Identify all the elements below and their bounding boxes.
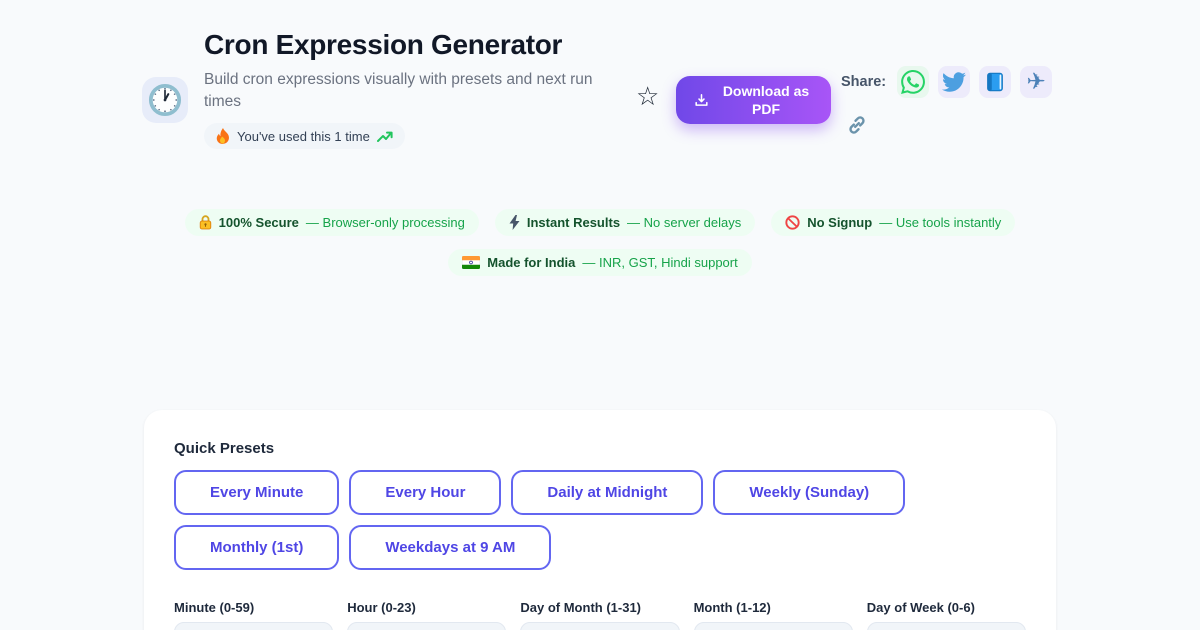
badge-secure-title: 100% Secure [218, 215, 299, 230]
badge-secure: 100% Secure — Browser-only processing [184, 209, 479, 236]
share-label: Share: [841, 74, 887, 90]
hour-input[interactable] [347, 622, 507, 630]
cron-field-day-of-month: Day of Month (1-31) [520, 600, 680, 630]
usage-badge: You've used this 1 time [204, 123, 405, 149]
day-of-month-label: Day of Month (1-31) [520, 600, 642, 615]
month-label: Month (1-12) [693, 600, 771, 615]
page-subtitle: Build cron expressions visually with pre… [204, 71, 593, 110]
quick-presets-heading: Quick Presets [174, 440, 275, 457]
preset-weekdays-9am-button[interactable]: Weekdays at 9 AM [349, 525, 552, 570]
lock-icon [199, 215, 211, 230]
trust-badges-row-1: 100% Secure — Browser-only processing In… [184, 209, 1016, 236]
india-flag-icon [462, 256, 481, 269]
badge-india: Made for India — INR, GST, Hindi support [448, 249, 752, 276]
fire-icon [216, 128, 229, 144]
preset-weekly-sunday-button[interactable]: Weekly (Sunday) [713, 470, 906, 515]
badge-instant-title: Instant Results [526, 215, 621, 230]
trust-badges: 100% Secure — Browser-only processing In… [0, 209, 1200, 276]
cron-field-minute: Minute (0-59) [174, 600, 334, 630]
usage-badge-text: You've used this 1 time [237, 128, 370, 144]
generator-card: Quick Presets Every Minute Every Hour Da… [144, 410, 1056, 630]
page-title: Cron Expression Generator [204, 29, 563, 60]
star-icon: ☆ [636, 82, 660, 112]
minute-label: Minute (0-59) [174, 600, 255, 615]
airplane-icon: ✈ [1026, 68, 1046, 95]
share-copy-link-button[interactable] [841, 109, 873, 141]
clock-icon [148, 83, 182, 117]
facebook-icon [987, 72, 1004, 92]
badge-no-signup-title: No Signup [807, 215, 873, 230]
badge-secure-desc: — Browser-only processing [305, 215, 465, 230]
minute-input[interactable] [174, 622, 334, 630]
cron-field-month: Month (1-12) [693, 600, 853, 630]
header: Cron Expression Generator Build cron exp… [204, 28, 616, 149]
month-input[interactable] [693, 622, 853, 630]
share-twitter-button[interactable] [938, 66, 971, 98]
no-signup-icon [785, 215, 800, 230]
cron-fields: Minute (0-59) Hour (0-23) Day of Month (… [174, 600, 1026, 630]
download-pdf-button[interactable]: Download as PDF [676, 76, 831, 124]
favorite-button[interactable]: ☆ [636, 84, 659, 110]
app-icon-container [142, 77, 188, 123]
day-of-week-input[interactable] [866, 622, 1026, 630]
badge-no-signup: No Signup — Use tools instantly [771, 209, 1016, 236]
zap-icon [509, 215, 520, 230]
share-telegram-button[interactable]: ✈ [1020, 66, 1053, 98]
share-whatsapp-button[interactable] [897, 66, 930, 98]
preset-every-hour-button[interactable]: Every Hour [349, 470, 502, 515]
badge-india-desc: — INR, GST, Hindi support [582, 255, 738, 270]
download-button-label: Download as PDF [722, 83, 810, 117]
badge-instant: Instant Results — No server delays [494, 209, 756, 236]
day-of-week-label: Day of Week (0-6) [866, 600, 975, 615]
trust-badges-row-2: Made for India — INR, GST, Hindi support [448, 249, 752, 276]
download-icon [695, 93, 708, 106]
share-facebook-button[interactable] [979, 66, 1012, 98]
day-of-month-input[interactable] [520, 622, 680, 630]
badge-instant-desc: — No server delays [627, 215, 742, 230]
preset-buttons: Every Minute Every Hour Daily at Midnigh… [174, 470, 1026, 570]
cron-field-day-of-week: Day of Week (0-6) [866, 600, 1026, 630]
twitter-icon [942, 72, 967, 92]
hour-label: Hour (0-23) [347, 600, 416, 615]
cron-field-hour: Hour (0-23) [347, 600, 507, 630]
preset-monthly-1st-button[interactable]: Monthly (1st) [174, 525, 340, 570]
preset-daily-midnight-button[interactable]: Daily at Midnight [511, 470, 704, 515]
share-block: Share: ✈ [841, 66, 1063, 141]
link-icon [849, 116, 865, 134]
trending-up-icon [376, 131, 393, 142]
whatsapp-icon [901, 70, 926, 94]
preset-every-minute-button[interactable]: Every Minute [174, 470, 340, 515]
badge-india-title: Made for India [487, 255, 576, 270]
badge-no-signup-desc: — Use tools instantly [879, 215, 1002, 230]
